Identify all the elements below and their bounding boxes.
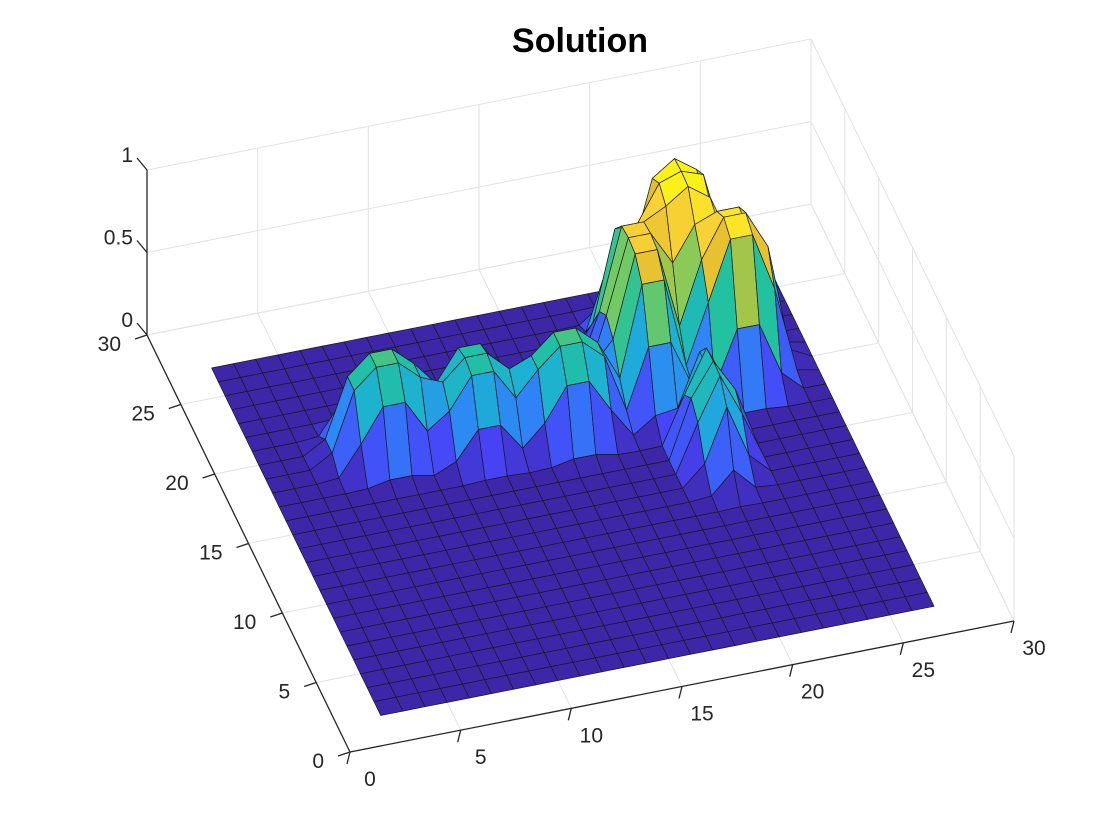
gridline	[146, 121, 812, 253]
y-tick-label: 25	[131, 403, 154, 426]
y-tick-label: 0	[312, 750, 324, 773]
x-tick-mark	[567, 708, 572, 721]
gridline	[810, 121, 1015, 539]
x-tick-mark	[678, 686, 683, 699]
y-tick-label: 30	[98, 333, 121, 356]
y-tick-mark	[270, 612, 283, 618]
axes-lines	[134, 157, 1015, 765]
x-tick-mark	[789, 664, 794, 677]
z-tick-mark	[136, 240, 148, 253]
x-tick-mark	[457, 730, 462, 743]
y-tick-mark	[168, 403, 182, 410]
gridline	[146, 38, 812, 171]
x-tick-mark	[1010, 620, 1015, 634]
x-tick-mark	[899, 642, 904, 655]
x-tick-label: 30	[1022, 637, 1045, 660]
x-tick-label: 20	[801, 681, 824, 704]
x-tick-label: 25	[912, 659, 935, 682]
y-tick-mark	[303, 681, 317, 688]
x-tick-label: 10	[580, 724, 603, 747]
chart-title: Solution	[512, 22, 648, 60]
z-tick-label: 0	[121, 309, 133, 332]
y-tick-label: 10	[233, 611, 256, 634]
z-tick-label: 0.5	[104, 227, 133, 250]
z-tick-label: 1	[121, 144, 133, 167]
x-tick-label: 15	[690, 703, 713, 726]
surface-plot	[211, 158, 935, 716]
z-tick-mark	[136, 157, 148, 171]
x-tick-label: 0	[364, 768, 376, 791]
y-tick-mark	[236, 542, 249, 549]
gridline	[810, 38, 1015, 457]
y-tick-label: 5	[278, 681, 290, 704]
y-tick-label: 20	[165, 472, 188, 495]
y-tick-label: 15	[199, 542, 222, 565]
z-tick-mark	[136, 322, 148, 336]
y-tick-mark	[202, 473, 215, 479]
y-tick-mark	[337, 751, 351, 757]
surface-face	[904, 592, 935, 612]
y-tick-mark	[134, 334, 148, 340]
x-tick-label: 5	[475, 746, 487, 769]
x-tick-mark	[346, 751, 351, 765]
